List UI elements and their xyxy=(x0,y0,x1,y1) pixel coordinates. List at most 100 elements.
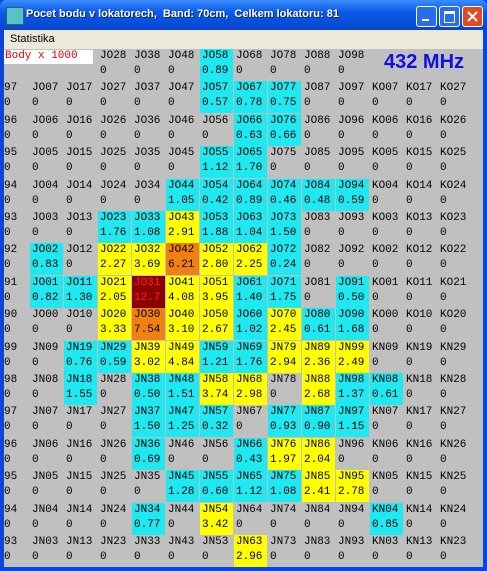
locator-label: JN37 xyxy=(134,406,161,419)
cell-value: 0 xyxy=(168,518,175,531)
close-button[interactable] xyxy=(462,6,483,27)
cell-value: 0 xyxy=(440,324,447,337)
grid-cell: JO38 0 xyxy=(132,49,165,81)
locator-label: JN74 xyxy=(270,503,297,516)
grid-cell: JO90 1.68 xyxy=(336,308,369,341)
grid-cell: JO66 0.63 xyxy=(234,113,267,146)
locator-label: 92 xyxy=(4,244,18,257)
cell-value: 0 xyxy=(440,356,447,369)
cell-value: 0 xyxy=(236,421,243,434)
locator-label: KO03 xyxy=(372,212,399,224)
cell-value: 0 xyxy=(440,518,447,531)
grid-cell: JO96 0 xyxy=(336,114,369,146)
cell-value: 1.08 xyxy=(134,227,161,239)
locator-label: KO24 xyxy=(440,179,467,192)
locator-label: JO80 xyxy=(304,309,331,322)
locator-label: JO68 xyxy=(236,50,263,62)
grid-cell: JO12 0 xyxy=(64,243,97,275)
grid-cell: JO51 3.95 xyxy=(200,275,233,308)
grid-cell: JO63 1.04 xyxy=(234,211,267,243)
locator-label: JN76 xyxy=(270,438,297,451)
locator-label: JO27 xyxy=(100,82,127,95)
grid-cell: JO73 1.50 xyxy=(268,211,301,243)
grid-cell: KN19 0 xyxy=(404,341,437,373)
cell-value: 0 xyxy=(406,227,413,239)
cell-value: 0.24 xyxy=(270,259,297,272)
cell-value: 12.7 xyxy=(134,291,161,304)
grid-cell: JO46 0 xyxy=(166,114,199,146)
cell-value: 0 xyxy=(100,194,107,207)
cell-value: 0 xyxy=(440,194,447,207)
locator-label: KN04 xyxy=(372,503,399,516)
menu-item[interactable]: Statistika xyxy=(10,33,55,45)
locator-label: JN96 xyxy=(338,438,365,451)
locator-label: JN63 xyxy=(236,536,263,548)
grid-cell: JO00 0 xyxy=(30,308,63,340)
cell-value: 0 xyxy=(66,194,73,207)
grid-cell: 90 0 xyxy=(4,308,29,340)
grid-cell: KO06 0 xyxy=(370,114,403,146)
locator-label: JO26 xyxy=(100,114,127,127)
cell-value: 3.33 xyxy=(100,324,127,337)
locator-label: JO25 xyxy=(100,147,127,160)
grid-cell: JO13 0 xyxy=(64,211,97,243)
locator-label: KO25 xyxy=(440,147,467,160)
grid-cell: KO04 0 xyxy=(370,179,403,211)
cell-value: 0 xyxy=(406,259,413,272)
grid-cell: JN34 0.77 xyxy=(132,502,165,535)
cell-value: 4.08 xyxy=(168,291,195,304)
cell-value: 0 xyxy=(4,453,11,466)
locator-label: JO77 xyxy=(270,82,297,95)
grid-cell: KN14 0 xyxy=(404,503,437,535)
locator-label: JO47 xyxy=(168,82,195,95)
locator-label: JN55 xyxy=(202,471,229,484)
cell-value: 0 xyxy=(100,518,107,531)
cell-value: 0 xyxy=(338,259,345,272)
locator-label: KN26 xyxy=(440,438,467,451)
locator-label: JO65 xyxy=(236,147,263,160)
locator-label: JN14 xyxy=(66,503,93,516)
cell-value: 3.95 xyxy=(202,291,229,304)
grid-cell: KO02 0 xyxy=(370,243,403,275)
grid-cell: JN73 0 xyxy=(268,535,301,567)
grid-cell: JO84 0.48 xyxy=(302,178,335,211)
grid-cell: KO01 0 xyxy=(370,276,403,308)
cell-value: 2.36 xyxy=(304,356,331,369)
grid-cell: JO80 0.61 xyxy=(302,308,335,341)
cell-value: 0.57 xyxy=(202,97,229,110)
grid-cell: JN78 0 xyxy=(268,373,301,405)
grid-cell: KO03 0 xyxy=(370,211,403,243)
locator-label: KO16 xyxy=(406,114,433,127)
cell-value: 2.68 xyxy=(304,389,331,401)
locator-label: JN29 xyxy=(100,341,127,354)
locator-label: JO61 xyxy=(236,276,263,289)
grid-cell: KN16 0 xyxy=(404,438,437,470)
cell-value: 0 xyxy=(440,453,447,466)
locator-label: KN09 xyxy=(372,341,399,354)
grid-cell: JO58 0.89 xyxy=(200,49,233,81)
locator-label: JN34 xyxy=(134,503,161,516)
locator-label: JO23 xyxy=(100,212,127,224)
locator-label: JO94 xyxy=(338,179,365,192)
grid-cell: JN69 1.76 xyxy=(234,340,267,373)
locator-label: JO72 xyxy=(270,244,297,257)
grid-cell: JO68 0 xyxy=(234,49,267,81)
locator-label: JO35 xyxy=(134,147,161,160)
locator-label: KO10 xyxy=(406,309,433,322)
locator-label: KO11 xyxy=(406,276,433,289)
grid-cell: JN38 0.50 xyxy=(132,373,165,405)
locator-label: JO63 xyxy=(236,212,263,224)
locator-label: JO60 xyxy=(236,309,263,322)
cell-value: 2.67 xyxy=(202,324,229,337)
cell-value: 3.69 xyxy=(134,259,161,272)
minimize-button[interactable] xyxy=(416,6,437,27)
locator-label: JN26 xyxy=(100,438,127,451)
locator-label: JO56 xyxy=(202,114,229,127)
grid-cell: JN06 0 xyxy=(30,438,63,470)
cell-value: 0 xyxy=(304,129,311,142)
cell-value: 0 xyxy=(270,518,277,531)
maximize-button[interactable] xyxy=(439,6,460,27)
grid-cell: JO86 0 xyxy=(302,114,335,146)
locator-label: KN15 xyxy=(406,471,433,484)
cell-value: 0 xyxy=(32,162,39,175)
